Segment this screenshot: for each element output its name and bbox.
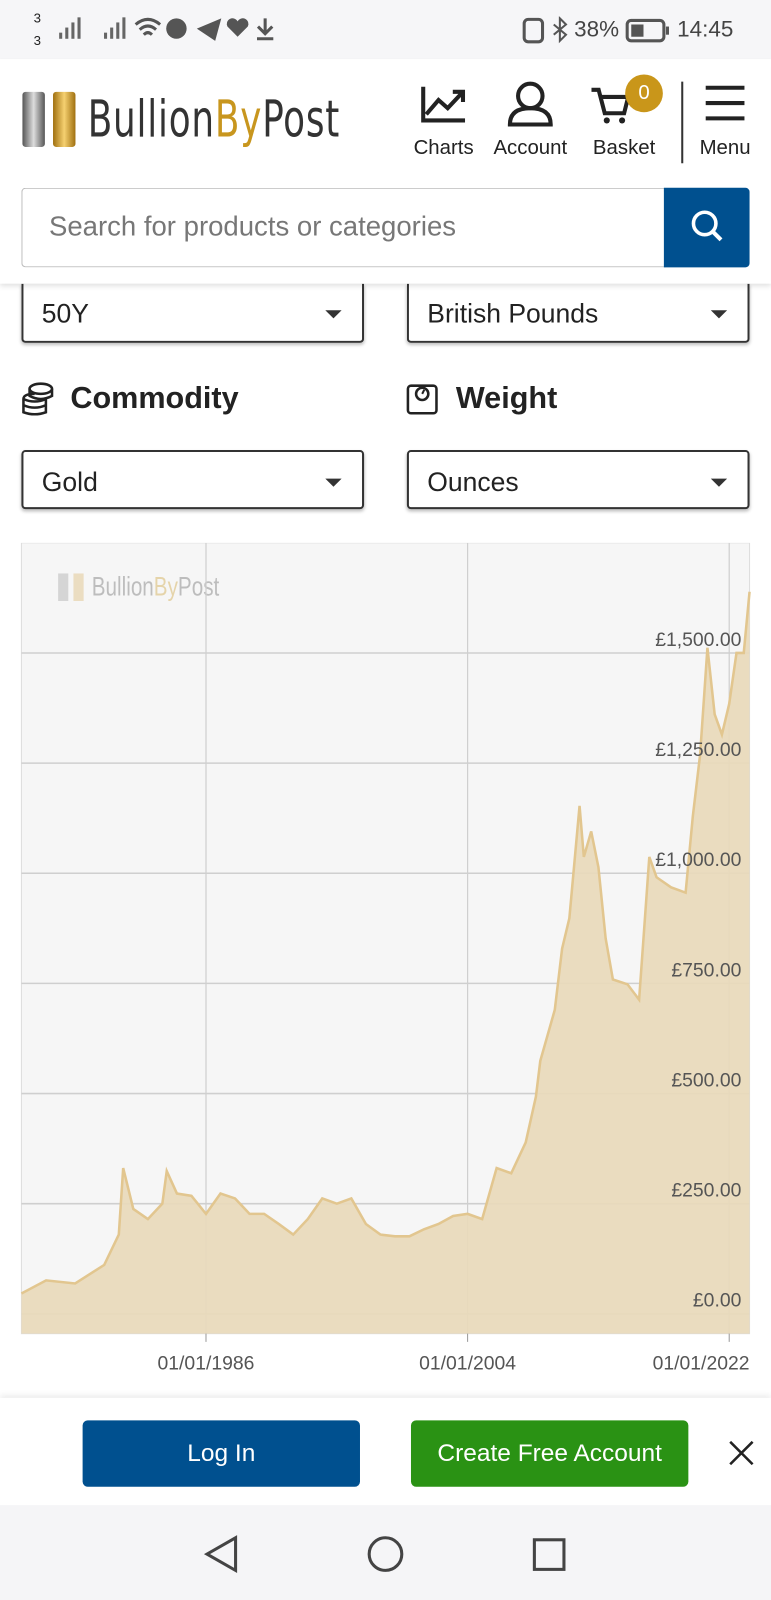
watermark-part: Post	[178, 572, 220, 602]
watermark-part: Bullion	[92, 572, 154, 602]
weight-select[interactable]: Ounces	[406, 449, 750, 510]
menu-icon[interactable]	[704, 84, 747, 123]
search-button[interactable]	[663, 187, 750, 268]
nfc-bt-icons	[522, 16, 568, 44]
button-label: Create Free Account	[437, 1439, 662, 1468]
select-value: 50Y	[41, 297, 89, 329]
logo-text[interactable]: BullionByPost	[88, 90, 340, 149]
filter-label: Weight	[455, 381, 558, 416]
nav-label[interactable]: Account	[493, 136, 568, 160]
nav-label[interactable]: Menu	[699, 136, 751, 160]
area-line	[20, 591, 751, 1295]
x-tick-label: 01/01/2004	[419, 1352, 516, 1374]
nav-bar	[0, 1505, 771, 1600]
select-value: Ounces	[427, 466, 519, 497]
logo-part: Post	[262, 89, 341, 149]
y-tick-label: £0.00	[693, 1290, 742, 1312]
recents-button[interactable]	[532, 1538, 566, 1571]
watermark-part: By	[154, 572, 178, 602]
y-tick-label: £500.00	[671, 1069, 741, 1091]
back-button[interactable]	[203, 1535, 238, 1574]
basket-badge: 0	[625, 74, 663, 113]
button-label: Log In	[187, 1439, 256, 1468]
currency-select[interactable]: British Pounds	[406, 283, 750, 343]
login-button[interactable]: Log In	[82, 1420, 360, 1487]
status-bar: 3 3 38% 14:45	[0, 0, 771, 60]
site-header: BullionByPost Charts Account 0 Basket Me…	[0, 59, 771, 284]
sim-top: 3	[33, 10, 42, 26]
watermark: BullionByPost	[58, 572, 220, 602]
y-tick-label: £1,500.00	[655, 629, 741, 651]
coins-icon	[22, 382, 54, 416]
y-tick-label: £250.00	[671, 1180, 741, 1202]
signup-button[interactable]: Create Free Account	[410, 1420, 689, 1487]
sim-bottom: 3	[33, 32, 42, 48]
account-icon[interactable]	[507, 80, 554, 129]
logo-bars	[22, 91, 76, 147]
home-button[interactable]	[367, 1536, 404, 1572]
status-icons	[59, 17, 274, 41]
price-chart: BullionByPost £0.00 £250.00 £500.00 £750.00…	[20, 542, 751, 1374]
system-buttons	[203, 1535, 566, 1574]
nav-label[interactable]: Basket	[592, 136, 656, 160]
charts-icon[interactable]	[418, 82, 469, 128]
select-value: British Pounds	[427, 297, 599, 329]
y-tick-label: £1,250.00	[655, 739, 741, 761]
close-button[interactable]	[727, 1439, 756, 1468]
search-placeholder: Search for products or categories	[48, 211, 457, 242]
x-tick-label: 01/01/2022	[653, 1352, 750, 1374]
logo-part: Bullion	[87, 89, 215, 149]
x-tick-label: 01/01/1986	[158, 1352, 255, 1374]
basket-icon[interactable]	[589, 86, 632, 127]
clock: 14:45	[677, 16, 734, 42]
commodity-select[interactable]: Gold	[21, 449, 365, 510]
select-value: Gold	[41, 466, 98, 497]
nav-label[interactable]: Charts	[413, 136, 474, 160]
svg-text:BullionByPost: BullionByPost	[92, 572, 220, 602]
battery-icon	[625, 18, 669, 43]
divider	[681, 81, 684, 164]
logo-part: By	[214, 89, 263, 149]
battery-percent: 38%	[574, 16, 620, 42]
search-input[interactable]: Search for products or categories	[21, 187, 666, 268]
period-select[interactable]: 50Y	[21, 283, 365, 343]
area	[21, 591, 750, 1334]
scale-icon	[406, 384, 438, 415]
search-icon	[691, 210, 723, 242]
y-tick-label: £750.00	[671, 959, 741, 981]
y-tick-label: £1,000.00	[655, 849, 741, 871]
filter-label: Commodity	[70, 381, 239, 416]
